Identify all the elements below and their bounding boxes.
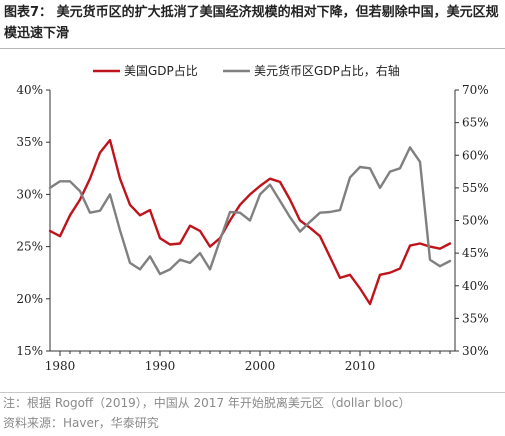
chart-legend: 美国GDP占比 美元货币区GDP占比，右轴: [93, 63, 400, 78]
left-axis-tick-label: 40%: [16, 83, 43, 97]
legend-label-us-gdp-share: 美国GDP占比: [124, 63, 198, 78]
chart-series-lines: [48, 138, 452, 306]
right-axis-tick-label: 45%: [462, 246, 489, 260]
right-axis-tick-label: 35%: [462, 311, 489, 325]
left-axis-tick-label: 25%: [16, 240, 43, 254]
figure-note: 注：根据 Rogoff（2019），中国从 2017 年开始脱离美元区（doll…: [3, 396, 411, 410]
right-axis-tick-label: 55%: [462, 181, 489, 195]
right-axis-tick-label: 50%: [462, 214, 489, 228]
figure-title: 图表7： 美元货币区的扩大抵消了美国经济规模的相对下降，但若剔除中国，美元区规模…: [4, 5, 499, 41]
left-axis-tick-label: 35%: [16, 135, 43, 149]
x-axis-tick-label: 1990: [145, 359, 176, 373]
figure-source: 资料来源：Haver，华泰研究: [3, 416, 159, 430]
x-axis-tick-label: 2010: [345, 359, 376, 373]
right-axis-tick-label: 60%: [462, 148, 489, 162]
footer-divider: [0, 392, 505, 393]
source-block: 注：根据 Rogoff（2019），中国从 2017 年开始脱离美元区（doll…: [3, 393, 503, 433]
right-axis-tick-label: 65%: [462, 116, 489, 130]
left-axis-tick-label: 15%: [16, 344, 43, 358]
series-line-dollar-bloc-gdp-share: [48, 146, 452, 276]
right-axis-tick-label: 30%: [462, 344, 489, 358]
x-axis-tick-label: 1980: [45, 359, 76, 373]
title-divider: [0, 48, 505, 49]
dual-axis-line-chart: 美国GDP占比 美元货币区GDP占比，右轴 15% 20% 25% 30% 35% 40%…: [16, 63, 488, 373]
legend-label-dollar-bloc-gdp-share: 美元货币区GDP占比，右轴: [254, 63, 400, 78]
series-line-us-gdp-share: [48, 138, 452, 306]
left-axis-tick-label: 30%: [16, 187, 43, 201]
left-axis-tick-label: 20%: [16, 292, 43, 306]
right-axis-tick-label: 70%: [462, 83, 489, 97]
chart-axes: 15% 20% 25% 30% 35% 40% 30% 35% 40% 45% 50% 55% 60% 6…: [16, 83, 488, 373]
right-axis-tick-label: 40%: [462, 279, 489, 293]
x-axis-tick-label: 2000: [245, 359, 276, 373]
